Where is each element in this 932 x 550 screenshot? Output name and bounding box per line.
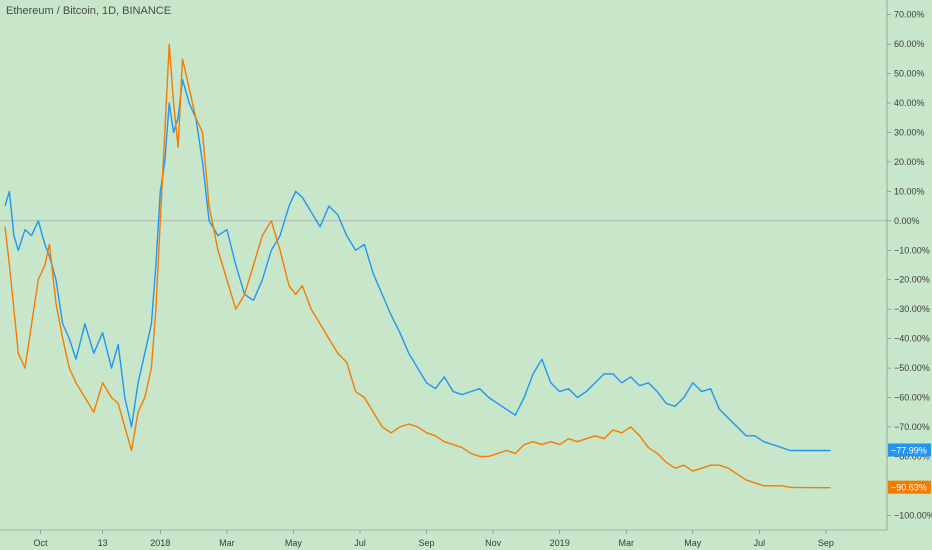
y-tick-label: −20.00%	[894, 275, 930, 285]
y-tick-label: 10.00%	[894, 186, 925, 196]
x-tick-label: 2019	[550, 538, 570, 548]
last-value-tag-label: −90.63%	[891, 483, 927, 493]
x-tick-label: May	[684, 538, 702, 548]
y-tick-label: −100.00%	[894, 510, 932, 520]
chart-title: Ethereum / Bitcoin, 1D, BINANCE	[6, 5, 171, 17]
last-value-tag-label: −77.99%	[891, 445, 927, 455]
x-tick-label: Mar	[619, 538, 635, 548]
y-tick-label: 30.00%	[894, 128, 925, 138]
x-tick-label: Sep	[419, 538, 435, 548]
x-tick-label: 2018	[150, 538, 170, 548]
y-tick-label: −10.00%	[894, 245, 930, 255]
y-tick-label: −40.00%	[894, 334, 930, 344]
series-line-0	[4, 78, 831, 452]
y-tick-label: 60.00%	[894, 39, 925, 49]
x-axis: Oct 13 2018 Mar May Jul Sep Nov 2019 Mar May Jul Sep	[33, 530, 834, 548]
y-tick-label: −60.00%	[894, 393, 930, 403]
x-tick-label: Oct	[33, 538, 48, 548]
y-tick-label: −50.00%	[894, 363, 930, 373]
last-value-tags: −77.99% −90.63%	[888, 443, 931, 494]
y-tick-label: 70.00%	[894, 10, 925, 20]
last-value-tag-1: −90.63%	[888, 480, 931, 494]
y-tick-label: 0.00%	[894, 216, 920, 226]
last-value-tag-bg	[888, 480, 931, 494]
last-value-tag-0: −77.99%	[888, 443, 931, 457]
y-tick-label: 40.00%	[894, 98, 925, 108]
x-tick-label: May	[285, 538, 303, 548]
series-layer	[4, 43, 831, 489]
last-value-tag-bg	[888, 443, 931, 457]
x-tick-label: Jul	[354, 538, 366, 548]
series-line-1	[4, 43, 831, 489]
y-tick-label: 50.00%	[894, 69, 925, 79]
x-tick-label: Sep	[818, 538, 834, 548]
y-tick-label: −30.00%	[894, 304, 930, 314]
x-tick-label: Mar	[219, 538, 235, 548]
x-tick-label: Nov	[485, 538, 502, 548]
y-tick-label: 20.00%	[894, 157, 925, 167]
x-tick-label: 13	[98, 538, 108, 548]
x-tick-label: Jul	[754, 538, 766, 548]
y-tick-label: −70.00%	[894, 422, 930, 432]
